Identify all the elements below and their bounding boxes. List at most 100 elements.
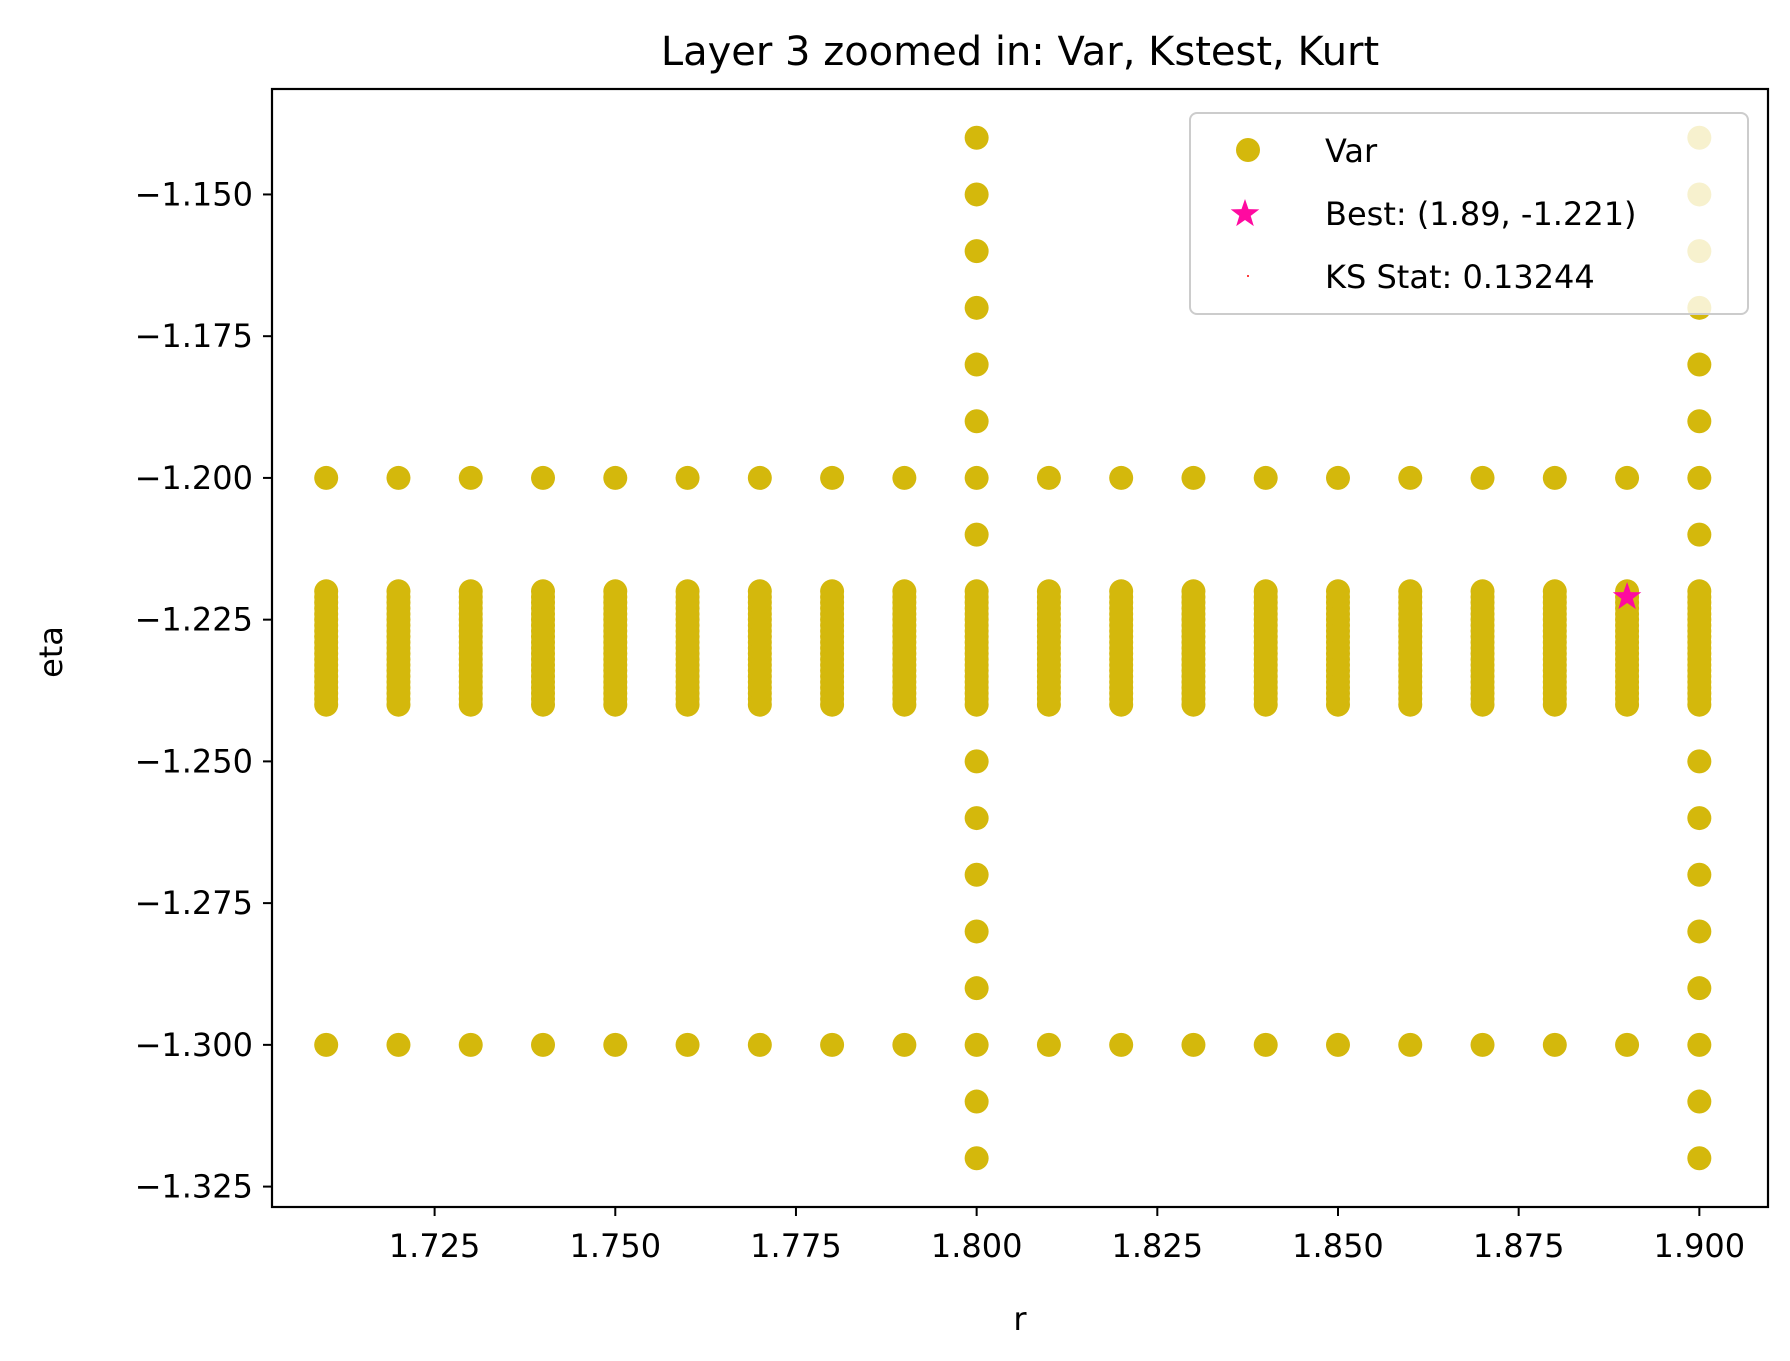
var-point <box>1470 1032 1495 1057</box>
var-point <box>1687 352 1712 377</box>
legend-marker-best <box>1230 199 1260 227</box>
var-point <box>1687 1032 1712 1057</box>
var-point <box>1615 465 1640 490</box>
var-point <box>1109 465 1134 490</box>
legend-label-best: Best: (1.89, -1.221) <box>1325 195 1637 233</box>
var-point <box>1542 1032 1567 1057</box>
var-point <box>1687 1089 1712 1114</box>
legend-label-ks-stat: KS Stat: 0.13244 <box>1325 258 1595 296</box>
var-point <box>964 749 989 774</box>
var-point <box>1470 465 1495 490</box>
chart-title: Layer 3 zoomed in: Var, Kstest, Kurt <box>661 29 1379 75</box>
var-point <box>1036 579 1061 604</box>
var-point <box>1325 579 1350 604</box>
var-point <box>964 1032 989 1057</box>
var-point <box>1253 1032 1278 1057</box>
var-point <box>1109 1032 1134 1057</box>
var-point <box>1687 579 1712 604</box>
x-tick-label: 1.750 <box>569 1227 661 1265</box>
var-point <box>314 465 339 490</box>
var-point <box>603 1032 628 1057</box>
x-tick-label: 1.825 <box>1112 1227 1204 1265</box>
y-axis: −1.150 −1.175 −1.200 −1.225 −1.250 −1.275 −1.3… <box>135 175 272 1206</box>
var-point <box>964 409 989 434</box>
var-point <box>458 579 483 604</box>
x-tick-label: 1.850 <box>1292 1227 1384 1265</box>
var-point <box>964 352 989 377</box>
var-point <box>1687 1146 1712 1171</box>
var-point <box>458 465 483 490</box>
var-point <box>1181 465 1206 490</box>
var-point <box>1398 465 1423 490</box>
y-tick-label: −1.325 <box>135 1168 253 1206</box>
var-point <box>1687 409 1712 434</box>
y-tick-label: −1.225 <box>135 601 253 639</box>
var-point <box>1036 465 1061 490</box>
var-point <box>964 976 989 1001</box>
var-point <box>1325 1032 1350 1057</box>
x-tick-label: 1.900 <box>1654 1227 1746 1265</box>
y-tick-label: −1.150 <box>135 175 253 213</box>
var-point <box>747 1032 772 1057</box>
var-point <box>314 1032 339 1057</box>
var-point <box>675 579 700 604</box>
var-point <box>964 862 989 887</box>
var-point <box>747 579 772 604</box>
var-point <box>603 579 628 604</box>
var-point <box>964 1146 989 1171</box>
x-tick-label: 1.775 <box>750 1227 842 1265</box>
var-point <box>603 465 628 490</box>
x-axis: 1.725 1.750 1.775 1.800 1.825 1.850 1.875 1.900 <box>389 1207 1745 1265</box>
var-point <box>820 579 845 604</box>
var-point <box>1687 976 1712 1001</box>
var-point <box>964 125 989 150</box>
var-point <box>1398 579 1423 604</box>
y-axis-label: eta <box>32 626 70 678</box>
var-point <box>1036 1032 1061 1057</box>
y-tick-label: −1.250 <box>135 742 253 780</box>
var-point <box>1398 1032 1423 1057</box>
var-point <box>531 465 556 490</box>
var-point <box>531 579 556 604</box>
var-point <box>892 1032 917 1057</box>
y-tick-label: −1.200 <box>135 459 253 497</box>
legend-label-var: Var <box>1325 132 1378 170</box>
var-point <box>386 579 411 604</box>
var-point <box>1542 579 1567 604</box>
legend-marker-ks-stat <box>1247 275 1249 277</box>
var-point <box>458 1032 483 1057</box>
var-point <box>675 1032 700 1057</box>
y-tick-label: −1.175 <box>135 317 253 355</box>
var-point <box>1109 579 1134 604</box>
var-point <box>964 182 989 207</box>
legend: Var Best: (1.89, -1.221) KS Stat: 0.1324… <box>1189 112 1749 315</box>
var-point <box>314 579 339 604</box>
data-points <box>314 125 1712 1171</box>
var-point <box>1181 579 1206 604</box>
var-point <box>1687 465 1712 490</box>
var-point <box>964 579 989 604</box>
var-point <box>964 465 989 490</box>
var-point <box>386 1032 411 1057</box>
var-point <box>1615 1032 1640 1057</box>
var-point <box>1542 465 1567 490</box>
var-point <box>1687 919 1712 944</box>
var-point <box>747 465 772 490</box>
var-point <box>1181 1032 1206 1057</box>
var-point <box>964 522 989 547</box>
legend-box <box>1189 112 1749 315</box>
var-point <box>820 1032 845 1057</box>
var-point <box>1687 749 1712 774</box>
y-tick-label: −1.275 <box>135 884 253 922</box>
var-point <box>964 806 989 831</box>
var-point <box>964 239 989 264</box>
var-point <box>1687 806 1712 831</box>
x-tick-label: 1.875 <box>1473 1227 1565 1265</box>
best-point-star <box>1612 582 1642 610</box>
var-point <box>675 465 700 490</box>
x-axis-label: r <box>1013 1300 1027 1338</box>
var-point <box>1253 579 1278 604</box>
var-point <box>892 465 917 490</box>
var-point <box>1325 465 1350 490</box>
